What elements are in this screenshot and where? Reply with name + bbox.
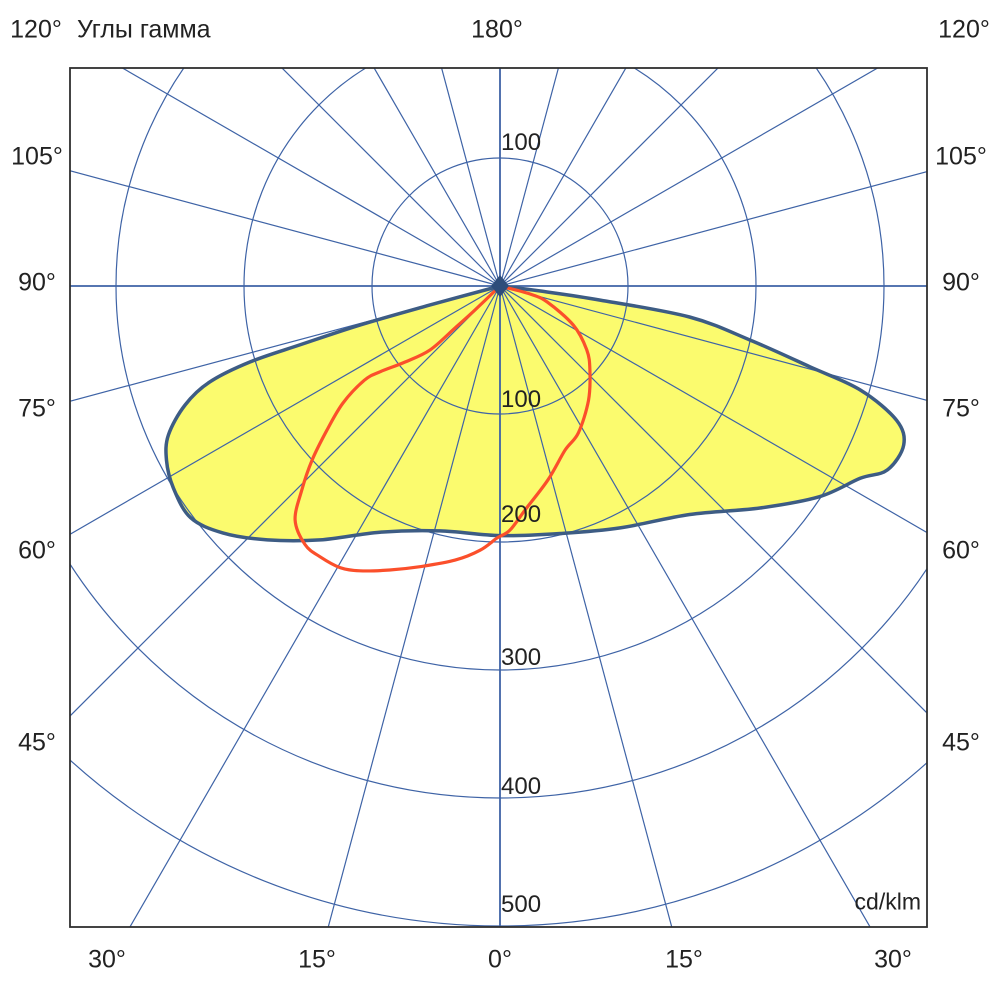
- grid-ray-30deg: [499, 285, 871, 927]
- photometric-center-marker: [491, 275, 509, 297]
- gamma-label-right-75: 75°: [942, 394, 980, 423]
- grid-ray-300deg: [70, 285, 501, 535]
- gamma-label-top-right: 120°: [938, 15, 990, 44]
- intensity-tick-1-100: 100: [501, 386, 542, 413]
- grid-ray-105deg: [499, 170, 927, 287]
- grid-ray-240deg: [121, 68, 501, 287]
- grid-ray-195deg: [440, 68, 501, 287]
- intensity-tick-0-100: 100: [501, 129, 542, 156]
- gamma-label-left-90: 90°: [18, 268, 56, 297]
- intensity-tick-5-500: 500: [501, 891, 542, 918]
- grid-ray-165deg: [499, 68, 560, 287]
- grid-ray-315deg: [70, 285, 501, 717]
- gamma-label-left-75: 75°: [18, 394, 56, 423]
- gamma-label-bottom-4: 30°: [874, 945, 912, 974]
- intensity-tick-2-200: 200: [501, 501, 542, 528]
- grid-ray-45deg: [499, 285, 927, 714]
- c0-c180-curve-outline: [164, 282, 906, 543]
- c0-c180-curve-fill: [165, 284, 905, 541]
- grid-ray-210deg: [373, 68, 501, 287]
- gamma-label-left-45: 45°: [18, 728, 56, 757]
- gamma-label-right-90: 90°: [942, 268, 980, 297]
- gamma-label-bottom-1: 15°: [298, 945, 336, 974]
- grid-ray-330deg: [129, 285, 501, 927]
- gamma-label-bottom-3: 15°: [665, 945, 703, 974]
- gamma-label-left-105: 105°: [11, 142, 63, 171]
- gamma-label-top-left: 120°: [10, 15, 62, 44]
- grid-ray-135deg: [499, 68, 719, 287]
- intensity-tick-3-300: 300: [501, 644, 542, 671]
- gamma-label-bottom-0: 30°: [88, 945, 126, 974]
- grid-ray-150deg: [499, 68, 627, 287]
- intensity-tick-4-400: 400: [501, 773, 542, 800]
- gamma-label-left-60: 60°: [18, 536, 56, 565]
- gamma-label-top-center: 180°: [471, 15, 523, 44]
- gamma-label-bottom-2: 0°: [488, 945, 512, 974]
- plot-border: [69, 67, 928, 928]
- grid-ray-345deg: [327, 285, 501, 927]
- grid-ray-225deg: [281, 68, 501, 287]
- chart-title: Углы гамма: [77, 15, 211, 44]
- gamma-label-right-105: 105°: [935, 142, 987, 171]
- c90-c270-curve: [293, 282, 592, 573]
- unit-label: cd/klm: [854, 888, 921, 915]
- grid-ray-75deg: [499, 285, 927, 402]
- grid-ray-285deg: [70, 285, 501, 402]
- grid-ray-120deg: [499, 68, 879, 287]
- grid-ray-60deg: [499, 285, 927, 534]
- grid-ray-15deg: [499, 285, 673, 927]
- grid-ray-255deg: [70, 170, 501, 287]
- gamma-label-right-45: 45°: [942, 728, 980, 757]
- gamma-label-right-60: 60°: [942, 536, 980, 565]
